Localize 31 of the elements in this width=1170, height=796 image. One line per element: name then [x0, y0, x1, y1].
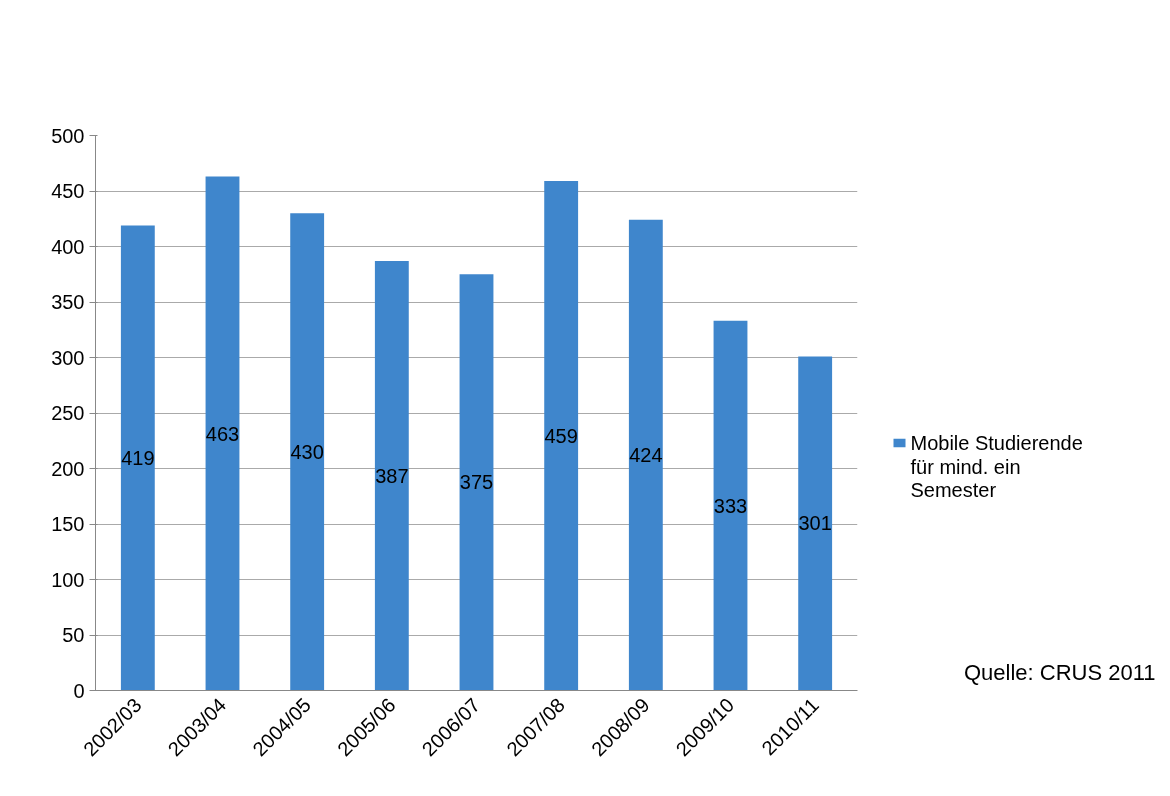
- data-label: 419: [121, 446, 155, 469]
- bar: [290, 213, 325, 691]
- legend-label: Mobile Studierende für mind. ein Semester: [910, 431, 1083, 502]
- data-label: 301: [798, 512, 832, 535]
- source-note: Quelle: CRUS 2011: [963, 659, 1156, 685]
- y-tick-label: 250: [51, 402, 85, 424]
- y-tick-label: 0: [73, 679, 85, 702]
- bar: [120, 225, 155, 691]
- y-tick-label: 100: [51, 568, 85, 591]
- data-label: 459: [544, 424, 578, 447]
- y-tick-label: 50: [62, 624, 85, 646]
- y-tick-label: 400: [51, 235, 85, 258]
- data-label: 387: [375, 464, 409, 487]
- data-label: 333: [713, 494, 748, 517]
- y-tick-label: 500: [51, 124, 85, 147]
- bar: [459, 274, 494, 691]
- bar: [544, 181, 579, 691]
- data-label: 430: [290, 440, 324, 463]
- y-tick-label: 300: [51, 346, 85, 369]
- data-label: 375: [459, 471, 494, 494]
- bar: [628, 219, 663, 691]
- y-tick-label: 200: [51, 457, 85, 480]
- bar: [713, 320, 748, 691]
- bar: [374, 260, 409, 691]
- bar: [205, 176, 240, 691]
- y-tick-label: 150: [51, 513, 85, 535]
- data-label: 424: [629, 444, 663, 467]
- y-tick-label: 450: [51, 180, 85, 202]
- data-label: 463: [205, 422, 240, 445]
- y-tick-label: 350: [51, 291, 85, 313]
- bar: [798, 356, 833, 691]
